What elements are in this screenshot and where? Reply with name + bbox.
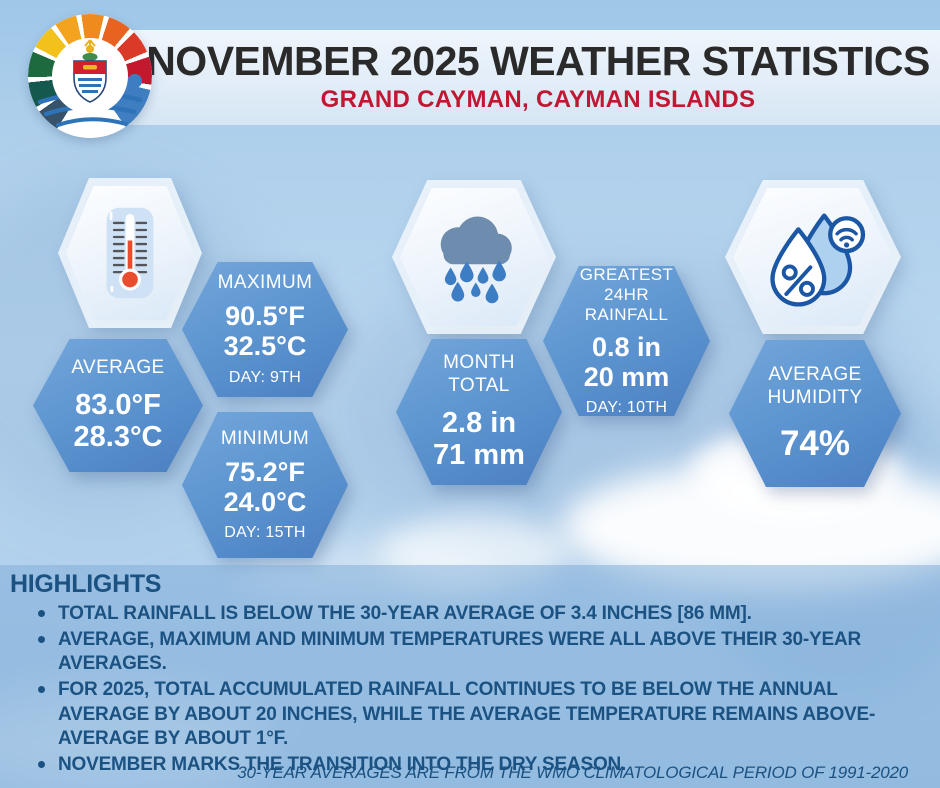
label-line1: AVERAGE (768, 364, 862, 386)
hex-face: MAXIMUM 90.5°F 32.5°C DAY: 9TH (182, 262, 348, 397)
highlight-item: AVERAGE, MAXIMUM AND MINIMUM TEMPERATURE… (38, 628, 918, 677)
average-humidity-hex: AVERAGE HUMIDITY 74% (729, 340, 901, 487)
thermometer-icon (106, 207, 154, 299)
maximum-temperature-hex: MAXIMUM 90.5°F 32.5°C DAY: 9TH (182, 262, 348, 397)
month-total-rainfall-hex: MONTH TOTAL 2.8 in 71 mm (396, 339, 562, 485)
page-title: NOVEMBER 2025 WEATHER STATISTICS (146, 38, 930, 84)
value-fahrenheit: 83.0°F (75, 388, 161, 421)
stat-day: DAY: 15TH (224, 524, 306, 542)
label-line1: GREATEST 24HR (579, 264, 674, 305)
coat-of-arms-icon (73, 39, 107, 103)
bullet-dot (38, 761, 45, 769)
humidity-droplets-icon (770, 213, 866, 307)
hex-face: GREATEST 24HR RAINFALL 0.8 in 20 mm DAY:… (543, 266, 710, 416)
highlights-panel: HIGHLIGHTS TOTAL RAINFALL IS BELOW THE 3… (0, 565, 940, 788)
hex-face: AVERAGE HUMIDITY 74% (729, 340, 901, 487)
label-line2: TOTAL (448, 375, 510, 397)
stat-values: 2.8 in 71 mm (433, 407, 525, 472)
value-inches: 0.8 in (591, 331, 662, 362)
temperature-icon-hex (58, 178, 202, 328)
label-line2: HUMIDITY (767, 386, 863, 408)
stat-label: MINIMUM (220, 427, 310, 449)
label-line1: MONTH (443, 352, 515, 374)
value-percent: 74% (779, 423, 851, 463)
highlight-item: NOVEMBER MARKS THE TRANSITION INTO THE D… (38, 753, 918, 778)
value-fahrenheit: 90.5°F (225, 301, 305, 332)
label-line2: RAINFALL (584, 305, 669, 325)
stat-label: AVERAGE (71, 357, 165, 379)
hex-face: AVERAGE 83.0°F 28.3°C (33, 339, 203, 472)
highlight-text: AVERAGE, MAXIMUM AND MINIMUM TEMPERATURE… (58, 628, 862, 675)
icon-hex-face (66, 186, 194, 320)
value-celsius: 32.5°C (223, 331, 307, 362)
hex-face: MONTH TOTAL 2.8 in 71 mm (396, 339, 562, 485)
value-inches: 2.8 in (441, 406, 517, 439)
value-millimeters: 71 mm (433, 439, 525, 472)
highlight-text: TOTAL RAINFALL IS BELOW THE 30-YEAR AVER… (58, 603, 752, 624)
stat-values: 83.0°F 28.3°C (74, 389, 163, 454)
icon-hex-face (400, 188, 548, 326)
stat-day: DAY: 10TH (585, 399, 668, 417)
cayman-islands-government-logo (28, 14, 152, 138)
value-celsius: 24.0°C (223, 486, 307, 517)
greatest-24hr-rainfall-hex: GREATEST 24HR RAINFALL 0.8 in 20 mm DAY:… (543, 266, 710, 416)
stat-day: DAY: 9TH (228, 368, 302, 386)
stat-values: 0.8 in 20 mm (584, 332, 670, 392)
highlights-heading: HIGHLIGHTS (10, 570, 162, 598)
page-subtitle: GRAND CAYMAN, CAYMAN ISLANDS (320, 86, 756, 113)
stat-values: 90.5°F 32.5°C (224, 301, 307, 361)
rainfall-icon-hex (392, 180, 556, 334)
hex-face: MINIMUM 75.2°F 24.0°C DAY: 15TH (182, 412, 348, 558)
highlight-item: TOTAL RAINFALL IS BELOW THE 30-YEAR AVER… (38, 602, 918, 627)
stat-label: AVERAGE HUMIDITY (767, 364, 862, 410)
humidity-icon-hex (725, 180, 901, 334)
highlight-item: FOR 2025, TOTAL ACCUMULATED RAINFALL CON… (38, 678, 918, 752)
value-celsius: 28.3°C (73, 421, 163, 454)
stat-label: GREATEST 24HR RAINFALL (569, 264, 684, 326)
bullet-dot (38, 635, 45, 643)
footnote: 30-YEAR AVERAGES ARE FROM THE WMO CLIMAT… (237, 763, 908, 782)
stat-values: 75.2°F 24.0°C (224, 457, 307, 517)
stat-label: MAXIMUM (217, 272, 313, 294)
header-band: NOVEMBER 2025 WEATHER STATISTICS GRAND C… (56, 30, 940, 125)
rain-cloud-icon (440, 216, 512, 304)
highlight-text: NOVEMBER MARKS THE TRANSITION INTO THE D… (58, 754, 627, 776)
value-millimeters: 20 mm (583, 362, 670, 393)
highlight-text: FOR 2025, TOTAL ACCUMULATED RAINFALL CON… (58, 679, 876, 750)
highlights-list: TOTAL RAINFALL IS BELOW THE 30-YEAR AVER… (10, 602, 940, 778)
bullet-dot (38, 610, 45, 617)
minimum-temperature-hex: MINIMUM 75.2°F 24.0°C DAY: 15TH (182, 412, 348, 558)
stat-label: MONTH TOTAL (443, 352, 515, 398)
bullet-dot (38, 686, 45, 694)
average-temperature-hex: AVERAGE 83.0°F 28.3°C (33, 339, 203, 472)
value-fahrenheit: 75.2°F (225, 456, 305, 487)
icon-hex-face (733, 188, 893, 326)
